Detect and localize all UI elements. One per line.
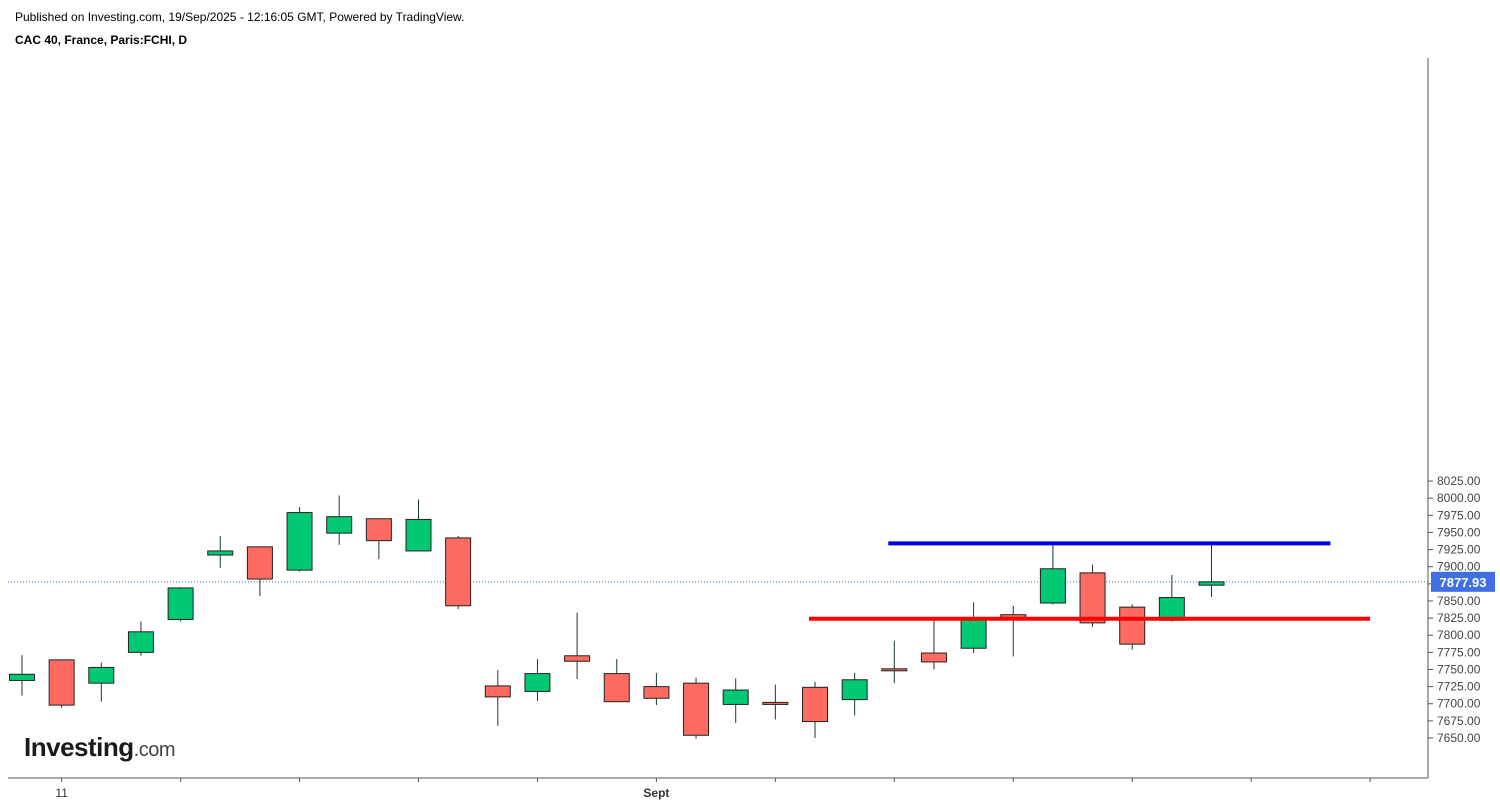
candle-body-up <box>127 631 154 653</box>
investing-logo: Investing.com <box>24 732 175 763</box>
candle-body-down <box>643 686 670 699</box>
x-tick-label: 11 <box>55 786 68 800</box>
y-tick-label: 7975.00 <box>1437 508 1481 522</box>
y-tick-label: 7950.00 <box>1437 525 1481 539</box>
candle-body-up <box>722 689 749 705</box>
candle-body-down <box>564 655 591 662</box>
instrument-title: CAC 40, France, Paris:FCHI, D <box>15 33 188 47</box>
x-tick-label: Sept <box>643 786 669 800</box>
candle-body-up <box>524 673 551 692</box>
candle-body-down <box>881 668 908 672</box>
candle-body-up <box>960 618 987 649</box>
candle-body-down <box>1079 572 1106 624</box>
candle-body-down <box>445 537 472 607</box>
y-tick-label: 7650.00 <box>1437 731 1481 745</box>
candle-body-down <box>1119 606 1146 645</box>
candle-body-up <box>841 679 868 701</box>
candle-body-down <box>246 546 273 580</box>
candle-body-up <box>1158 597 1185 621</box>
candle-body-up <box>167 587 194 620</box>
candle-body-down <box>802 686 828 723</box>
logo-main: Investing <box>24 732 134 762</box>
y-tick-label: 7675.00 <box>1437 714 1481 728</box>
candle-body-up <box>207 550 234 556</box>
candle-body-up <box>326 516 353 534</box>
y-tick-label: 7750.00 <box>1437 662 1481 676</box>
candle-body-down <box>920 652 947 663</box>
candle-body-up <box>405 518 432 552</box>
last-price-label: 7877.93 <box>1440 575 1487 590</box>
published-note: Published on Investing.com, 19/Sep/2025 … <box>15 10 465 24</box>
y-tick-label: 7825.00 <box>1437 611 1481 625</box>
candle-body-up <box>1198 581 1225 586</box>
y-tick-label: 7925.00 <box>1437 543 1481 557</box>
candle-body-up <box>1039 568 1066 604</box>
candle-body-down <box>762 701 789 705</box>
y-tick-label: 8025.00 <box>1437 474 1481 488</box>
y-tick-label: 7800.00 <box>1437 628 1481 642</box>
last-price-badge <box>1431 571 1495 592</box>
candle-body-down <box>683 682 710 736</box>
y-tick-label: 7725.00 <box>1437 680 1481 694</box>
y-tick-label: 7850.00 <box>1437 594 1481 608</box>
y-tick-label: 7700.00 <box>1437 697 1481 711</box>
y-tick-label: 8000.00 <box>1437 491 1481 505</box>
candle-body-down <box>48 659 75 706</box>
y-tick-label: 7775.00 <box>1437 645 1481 659</box>
candle-body-down <box>603 673 630 703</box>
candle-body-up <box>286 512 313 571</box>
y-tick-label: 7900.00 <box>1437 560 1481 574</box>
candle-body-down <box>365 518 392 542</box>
logo-suffix: .com <box>133 739 176 761</box>
candle-body-down <box>484 685 511 698</box>
candle-body-up <box>88 666 115 684</box>
candle-body-up <box>9 673 35 681</box>
